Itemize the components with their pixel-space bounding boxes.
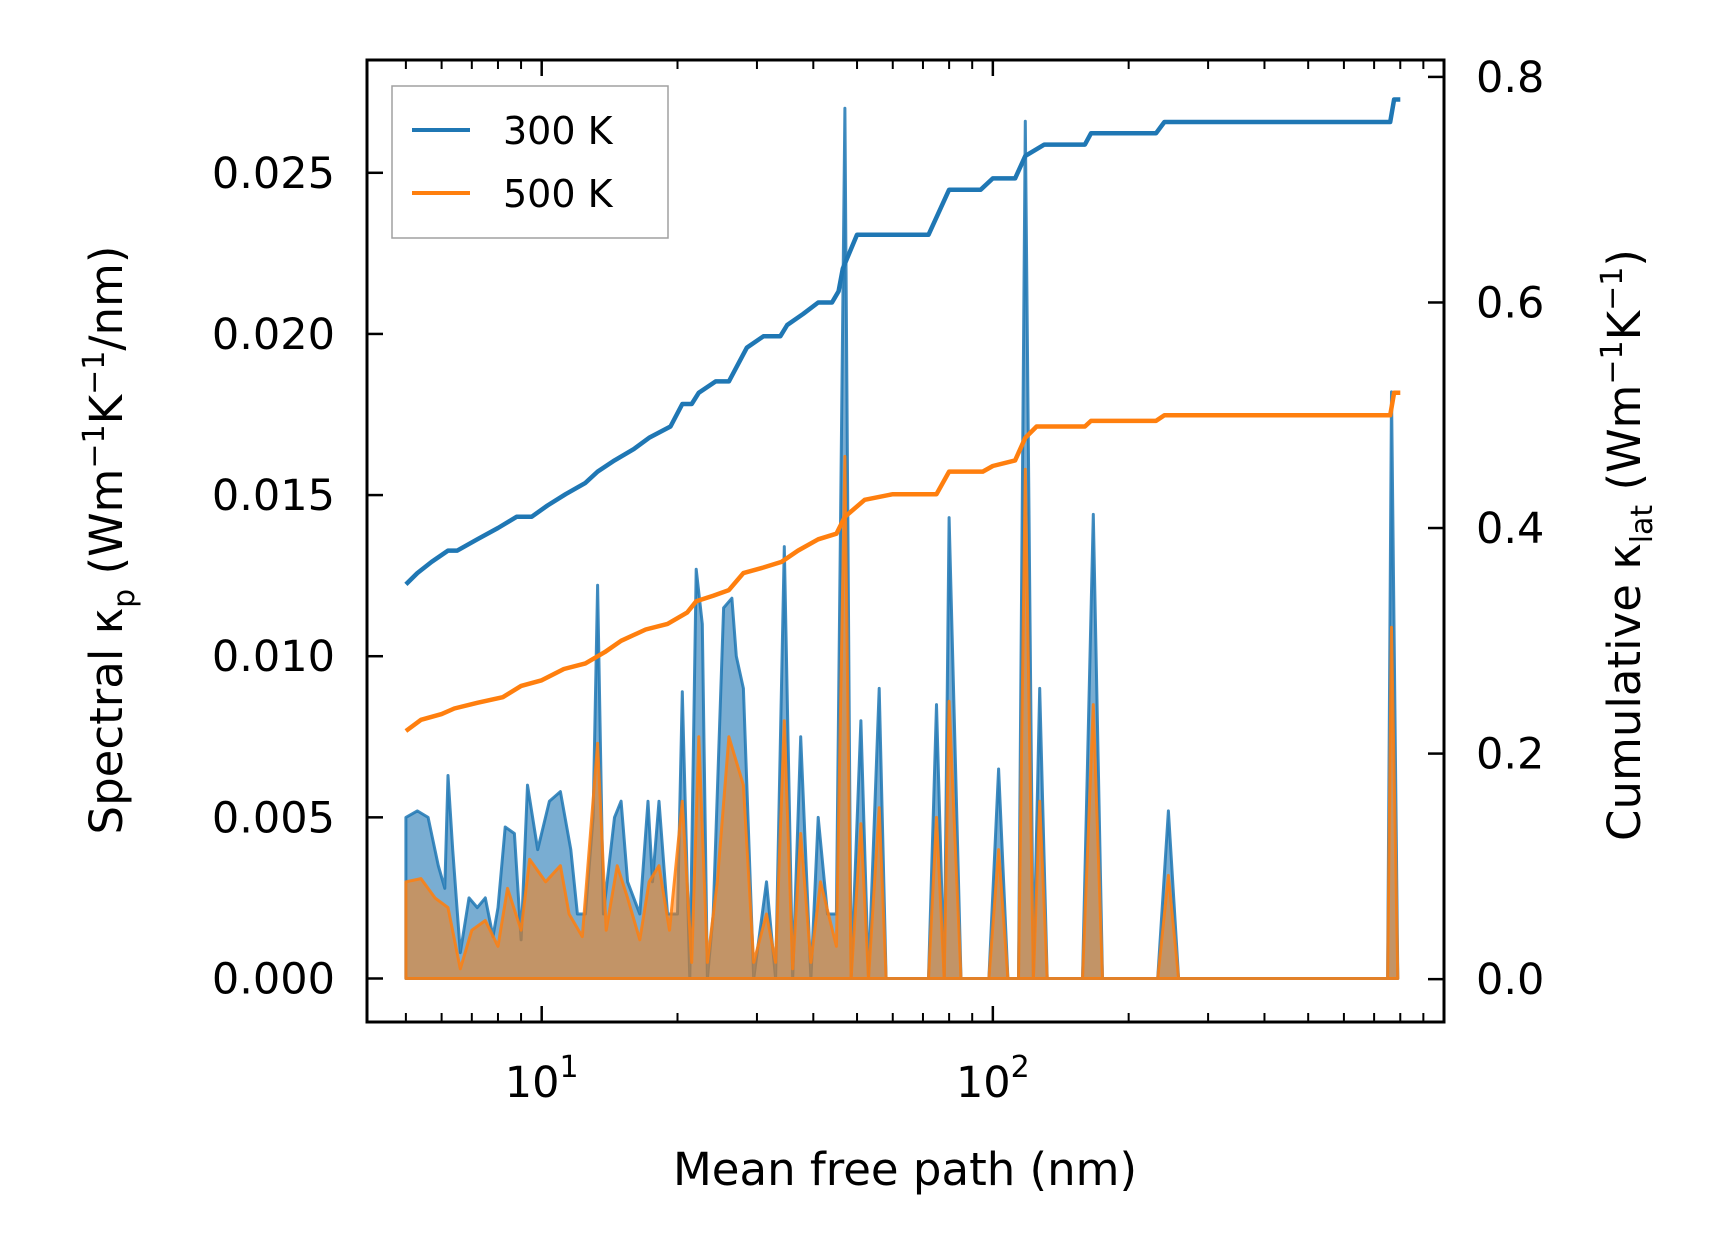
spectral-fill-layer: [404, 106, 1400, 980]
cumulative-line-layer: [404, 97, 1401, 733]
right-y-tick-label: 0.8: [1476, 53, 1544, 103]
legend-label-500k: 500 K: [503, 172, 614, 216]
legend-box: [391, 85, 669, 239]
x-axis-title: Mean free path (nm): [673, 1143, 1137, 1196]
legend: 300 K 500 K: [391, 85, 669, 239]
left-y-tick-label: 0.010: [212, 632, 335, 682]
right-y-tick-label: 0.2: [1476, 730, 1544, 780]
x-tick-label: 102: [956, 1050, 1030, 1108]
x-tick-label: 101: [505, 1050, 579, 1108]
left-y-tick-label: 0.015: [212, 471, 335, 521]
spectral-area-500k: [404, 454, 1400, 980]
left-y-axis-title: Spectral κp (Wm−1K−1/nm): [77, 246, 142, 835]
right-y-tick-label: 0.0: [1476, 955, 1544, 1005]
legend-label-300k: 300 K: [503, 109, 614, 153]
left-y-tick-label: 0.000: [212, 954, 335, 1004]
right-y-tick-label: 0.6: [1476, 278, 1544, 328]
left-y-tick-label: 0.025: [212, 149, 335, 199]
cumulative-line-500k: [404, 390, 1401, 733]
plot-frame: [365, 58, 1446, 1024]
left-y-tick-label: 0.005: [212, 793, 335, 843]
right-y-axis-title: Cumulative κlat (Wm−1K−1): [1595, 249, 1660, 841]
cumulative-line-300k: [404, 97, 1401, 586]
left-y-tick-label: 0.020: [212, 310, 335, 360]
right-y-tick-label: 0.4: [1476, 504, 1544, 554]
tick-layer: 0.000 0.005 0.010 0.015 0.020 0.025 0.0 0.2 0.4 0…: [212, 53, 1545, 1108]
